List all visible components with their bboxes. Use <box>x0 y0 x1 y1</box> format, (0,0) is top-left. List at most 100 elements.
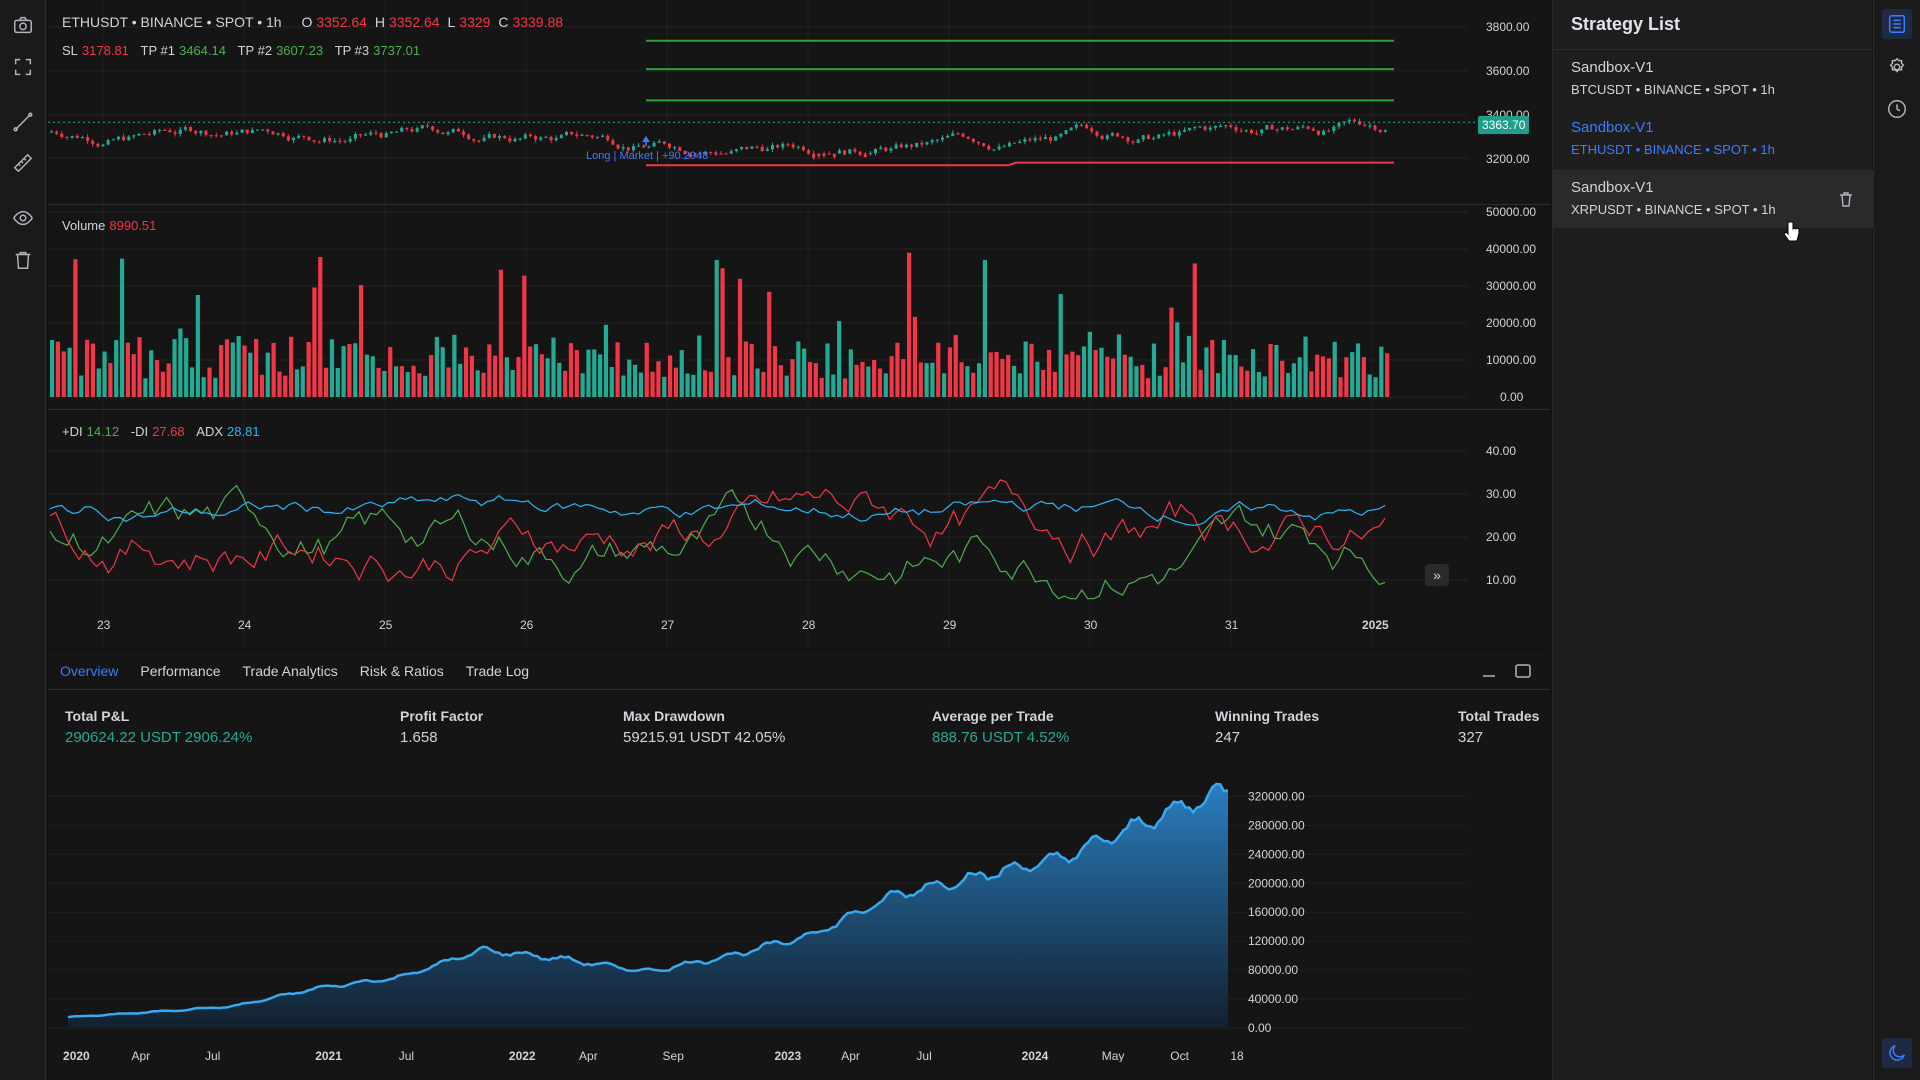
settings-icon[interactable] <box>1882 52 1912 82</box>
candle-body <box>971 138 975 142</box>
volume-bar <box>137 337 142 397</box>
volume-bar <box>1210 339 1215 397</box>
volume-bar <box>1099 347 1104 397</box>
low-label: L <box>447 14 456 30</box>
candle-body <box>745 146 749 149</box>
candle-body <box>405 127 409 130</box>
strategy-item-selected[interactable]: Sandbox-V1 ETHUSDT • BINANCE • SPOT • 1h <box>1553 110 1873 168</box>
candle-body <box>848 149 852 154</box>
volume-bar <box>102 351 107 397</box>
volume-bar <box>813 363 818 397</box>
volume-pane[interactable]: Volume 8990.51 50000.00 40000.00 30000.00… <box>48 205 1550 410</box>
maximize-icon[interactable] <box>1514 662 1532 680</box>
candle-body <box>523 134 527 139</box>
pdi-line <box>49 484 1386 600</box>
volume-bar <box>568 343 574 397</box>
volume-bar <box>300 366 305 397</box>
candle-body <box>786 143 790 145</box>
candle-body <box>1337 122 1341 127</box>
strategy-item[interactable]: Sandbox-V1 BTCUSDT • BINANCE • SPOT • 1h <box>1553 50 1873 108</box>
tab-trade-log[interactable]: Trade Log <box>465 662 530 679</box>
eye-icon[interactable] <box>8 203 38 233</box>
candle-body <box>1116 133 1120 137</box>
volume-bar <box>207 367 212 397</box>
volume-bar <box>289 336 294 397</box>
price-chart[interactable] <box>48 0 1550 205</box>
moon-icon[interactable] <box>1882 1038 1912 1068</box>
candle-body <box>1054 136 1058 141</box>
minimize-icon[interactable] <box>1480 662 1498 680</box>
trendline-icon[interactable] <box>8 107 38 137</box>
candle-body <box>1224 125 1228 127</box>
volume-bar <box>1151 343 1157 397</box>
price-pane[interactable]: ETHUSDT • BINANCE • SPOT • 1h O 3352.64 H… <box>48 0 1550 205</box>
tab-overview[interactable]: Overview <box>60 662 119 679</box>
volume-bar <box>446 367 451 397</box>
equity-y-label: 320000.00 <box>1248 789 1305 803</box>
volume-bar <box>1111 358 1116 397</box>
candle-body <box>80 137 84 139</box>
volume-bar <box>528 346 533 397</box>
volume-bar <box>656 361 661 397</box>
volume-chart[interactable] <box>48 205 1550 410</box>
equity-chart[interactable]: 320000.00 280000.00 240000.00 200000.00 1600… <box>48 772 1550 1062</box>
delete-strategy-icon[interactable] <box>1837 190 1855 208</box>
volume-bar <box>1256 371 1262 397</box>
volume-bar <box>219 344 224 397</box>
volume-bar <box>1128 356 1133 397</box>
volume-bar <box>61 351 66 397</box>
volume-bar <box>825 343 830 397</box>
volume-bar <box>1116 334 1122 397</box>
candle-body <box>1219 125 1223 127</box>
volume-bar <box>481 372 486 397</box>
candle-body <box>1136 139 1140 143</box>
volume-bar <box>1011 365 1017 397</box>
list-icon[interactable] <box>1882 9 1912 39</box>
bottom-panel: Overview Performance Trade Analytics Ris… <box>48 652 1550 1080</box>
volume-bar <box>889 356 894 397</box>
volume-bar <box>382 370 387 397</box>
equity-x-label: Jul <box>205 1049 220 1062</box>
candle-body <box>271 131 275 135</box>
equity-x-label: 2020 <box>63 1049 90 1062</box>
volume-bar <box>1006 354 1011 397</box>
clock-icon[interactable] <box>1882 94 1912 124</box>
dmi-chart[interactable] <box>48 410 1550 648</box>
volume-value: 8990.51 <box>109 218 157 233</box>
volume-bar <box>755 368 760 397</box>
candle-body <box>693 153 697 155</box>
dmi-pane[interactable]: +DI 14.12 -DI 27.68 ADX 28.81 40.00 30.00 2… <box>48 410 1550 648</box>
tab-trade-analytics[interactable]: Trade Analytics <box>242 662 338 679</box>
ruler-icon[interactable] <box>8 148 38 178</box>
volume-bar <box>324 367 329 397</box>
candle-body <box>1172 132 1176 136</box>
chart-area[interactable]: ETHUSDT • BINANCE • SPOT • 1h O 3352.64 H… <box>48 0 1550 648</box>
candle-body <box>616 144 620 149</box>
candle-body <box>1296 126 1300 130</box>
volume-bar <box>872 360 877 397</box>
volume-bar <box>370 356 375 397</box>
tab-performance[interactable]: Performance <box>140 662 221 679</box>
candle-body <box>879 147 883 150</box>
volume-bar <box>55 341 61 397</box>
volume-bar <box>877 368 883 397</box>
mdi-value: 27.68 <box>152 424 185 439</box>
candle-body <box>940 137 944 140</box>
candle-body <box>498 136 502 138</box>
trash-icon[interactable] <box>8 245 38 275</box>
volume-bar <box>1146 378 1151 397</box>
strategy-list-title: Strategy List <box>1571 14 1681 34</box>
candle-body <box>729 151 733 154</box>
strategy-item[interactable]: Sandbox-V1 XRPUSDT • BINANCE • SPOT • 1h <box>1553 170 1873 228</box>
camera-icon[interactable] <box>8 10 38 40</box>
candle-body <box>256 129 259 131</box>
volume-bar <box>1344 357 1349 397</box>
volume-bar <box>697 335 702 397</box>
tab-risk-ratios[interactable]: Risk & Ratios <box>359 662 444 679</box>
fullscreen-icon[interactable] <box>8 52 38 82</box>
candle-body <box>302 135 306 137</box>
volume-bar <box>119 258 125 397</box>
volume-bar <box>306 341 311 397</box>
scroll-right-button[interactable]: » <box>1425 564 1449 586</box>
tp1-label: TP #1 <box>140 43 175 58</box>
